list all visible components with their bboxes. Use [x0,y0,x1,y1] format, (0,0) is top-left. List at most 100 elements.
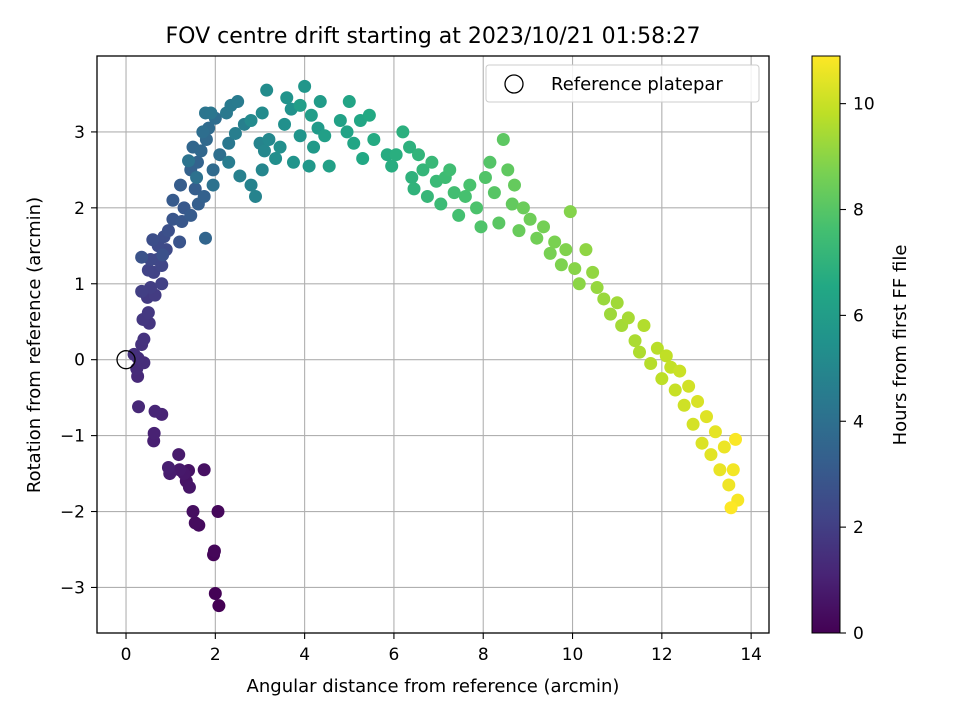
x-tick-label: 2 [210,645,221,665]
data-point [302,159,316,173]
data-point [173,235,187,249]
data-point [135,250,149,264]
data-point [572,277,586,291]
data-point [166,193,180,207]
data-point [197,463,211,477]
data-point [188,516,202,530]
data-point [691,394,705,408]
data-point [655,372,669,386]
data-point [318,129,332,143]
data-point [260,83,274,97]
data-point [563,205,577,219]
data-point [543,246,557,260]
data-point [207,544,221,558]
data-point [483,155,497,169]
data-point [729,432,743,446]
data-point [659,349,673,363]
data-point [420,189,434,203]
data-point [255,163,269,177]
data-point [717,440,731,454]
y-tick-label: −1 [60,427,85,447]
x-tick-label: 12 [651,645,673,665]
data-point [173,178,187,192]
data-point [501,163,515,177]
y-tick-label: −3 [60,578,85,598]
data-point [650,341,664,355]
colorbar-tick-label: 10 [853,95,875,115]
x-tick-label: 4 [299,645,310,665]
data-point [244,178,258,192]
data-point [478,170,492,184]
data-point [470,201,484,215]
data-point [280,91,294,105]
chart-title: FOV centre drift starting at 2023/10/21 … [166,24,701,49]
data-point [135,284,149,298]
data-point [603,307,617,321]
data-point [196,125,210,139]
data-point [173,463,187,477]
data-point [434,197,448,211]
data-point [726,463,740,477]
colorbar-tick-label: 4 [853,412,864,432]
colorbar-ticks: 0 2 4 6 8 10 [840,95,875,644]
data-point [278,117,292,131]
colorbar [811,55,841,634]
data-point [425,155,439,169]
x-tick-label: 0 [121,645,132,665]
y-tick-label: 1 [74,275,85,295]
data-point [579,243,593,257]
x-tick-label: 6 [389,645,400,665]
colorbar-tick-label: 0 [853,624,864,644]
data-point [443,163,457,177]
data-point [452,208,466,222]
data-point [204,106,218,120]
data-point [222,136,236,150]
data-point [161,224,175,238]
data-point [516,201,530,215]
y-tick-label: −2 [60,503,85,523]
data-point [269,151,283,165]
colorbar-label: Hours from first FF file [890,245,911,446]
data-point [156,248,170,262]
data-point [677,398,691,412]
data-point [293,129,307,143]
data-point [199,231,213,245]
data-point [554,258,568,272]
scatter-points [127,79,745,613]
data-point [403,140,417,154]
data-point [407,182,421,196]
data-point [304,108,318,122]
data-point [342,95,356,109]
data-point [286,155,300,169]
data-point [722,478,736,492]
data-point [222,155,236,169]
data-point [633,345,647,359]
data-point [161,460,175,474]
y-tick-label: 3 [74,123,85,143]
data-point [213,148,227,162]
data-point [447,186,461,200]
x-axis-label: Angular distance from reference (arcmin) [247,676,620,697]
data-point [298,79,312,93]
data-point [155,277,169,291]
data-point [257,144,271,158]
colorbar-tick-label: 8 [853,201,864,221]
data-point [505,197,519,211]
data-point [194,144,208,158]
data-point [190,170,204,184]
data-point [184,208,198,222]
data-point [713,463,727,477]
data-point [686,417,700,431]
data-point [389,148,403,162]
data-point [668,383,682,397]
data-point [724,501,738,515]
data-point [148,404,162,418]
legend-entry-reference: Reference platepar [551,74,723,95]
data-point [307,140,321,154]
data-point [586,265,600,279]
data-point [492,216,506,230]
legend-reference-marker [504,74,524,94]
data-point [147,426,161,440]
data-point [411,148,425,162]
data-point [621,311,635,325]
